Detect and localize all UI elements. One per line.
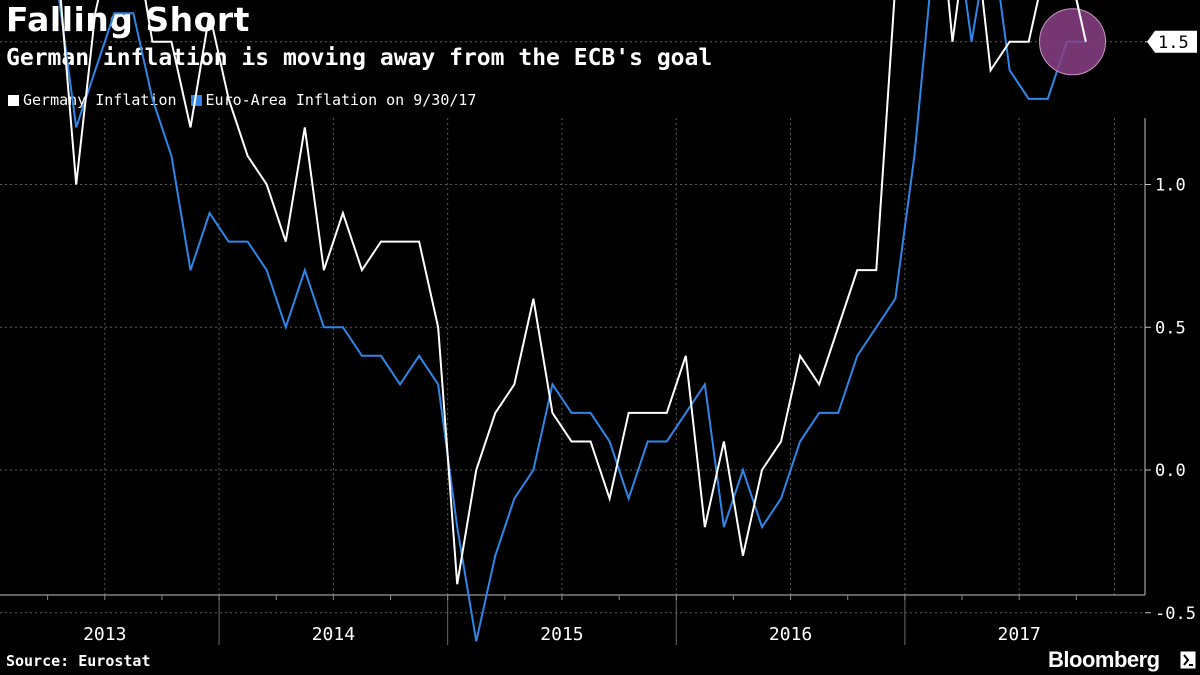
- legend-swatch-germany: [8, 94, 19, 106]
- germany-line: [59, 0, 1087, 585]
- y-tick-label: 1.0: [1155, 176, 1186, 196]
- last-value-label: 1.5: [1158, 33, 1189, 53]
- germany-last-segment: [1075, 0, 1087, 42]
- x-tick-label: 2013: [83, 624, 126, 645]
- last-value-callout: [1147, 30, 1197, 53]
- bloomberg-terminal-icon: [1180, 651, 1196, 669]
- legend-label-euro-area: Euro-Area Inflation on 9/30/17: [205, 91, 477, 109]
- y-tick-label: 0.5: [1155, 318, 1186, 338]
- x-tick-label: 2016: [769, 624, 812, 645]
- euro-area-line: [58, 0, 1086, 642]
- legend-item-germany: Germany Inflation: [8, 91, 177, 109]
- x-tick-label: 2015: [540, 624, 583, 645]
- source-note: Source: Eurostat: [6, 652, 151, 670]
- y-tick-label: -0.5: [1155, 604, 1196, 624]
- chart-subtitle: German inflation is moving away from the…: [6, 45, 713, 71]
- legend-label-germany: Germany Inflation: [23, 91, 177, 109]
- chart-legend: Germany Inflation Euro-Area Inflation on…: [8, 91, 490, 109]
- bloomberg-logo: Bloomberg: [1048, 647, 1160, 672]
- y-tick-label: 0.0: [1155, 461, 1186, 481]
- x-tick-label: 2017: [997, 624, 1040, 645]
- highlight-circle: [1039, 8, 1107, 76]
- x-tick-label: 2014: [312, 624, 355, 645]
